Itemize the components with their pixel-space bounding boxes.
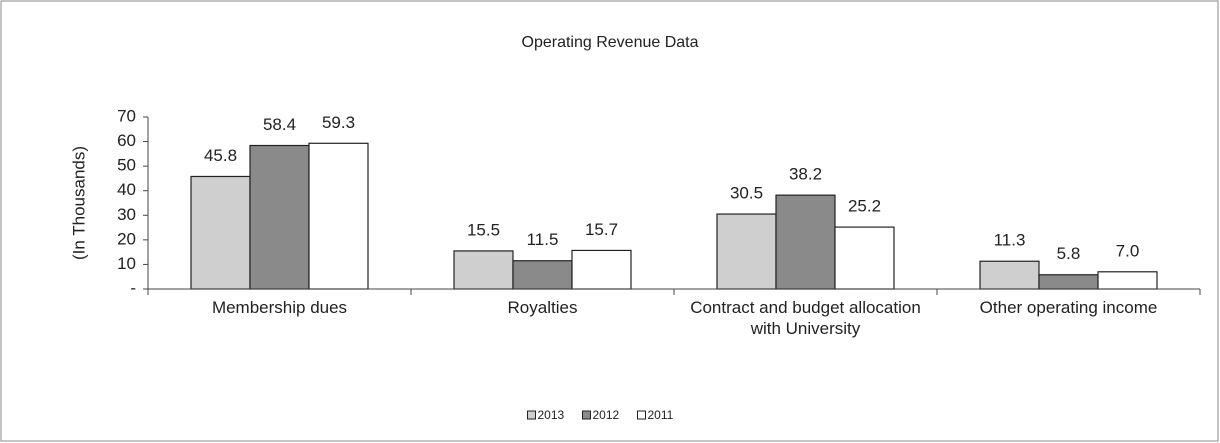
legend-swatch (637, 410, 646, 420)
bar (1038, 274, 1099, 290)
legend-swatch (582, 410, 591, 420)
bar (834, 226, 895, 290)
y-axis-label: (In Thousands) (69, 146, 88, 260)
bar (308, 142, 369, 290)
value-label: 30.5 (730, 184, 763, 203)
value-label: 45.8 (204, 146, 237, 165)
y-tick-label: 10 (117, 254, 136, 273)
y-tick-label: 40 (117, 180, 136, 199)
y-tick-label: 70 (117, 106, 136, 125)
y-tick-label: 20 (117, 229, 136, 248)
bar (1097, 271, 1158, 290)
y-tick-label: 60 (117, 131, 136, 150)
value-label: 11.3 (994, 231, 1026, 250)
bar (571, 249, 632, 290)
bar (716, 213, 777, 290)
x-tick-label: Other operating income (979, 298, 1158, 317)
bar (512, 260, 573, 290)
bar (979, 260, 1040, 290)
value-label: 15.7 (585, 220, 618, 239)
chart-title: Operating Revenue Data (522, 34, 699, 51)
value-label: 5.8 (1057, 244, 1081, 263)
legend-label: 2013 (538, 408, 565, 422)
bar (775, 194, 836, 290)
x-tick-label: Contract and budget allocation with Univ… (690, 298, 921, 338)
legend-label: 2011 (648, 408, 674, 422)
y-tick-label: - (130, 278, 136, 297)
value-label: 15.5 (467, 220, 500, 239)
value-label: 38.2 (789, 165, 822, 184)
value-label: 25.2 (848, 197, 881, 216)
x-tick-label: Membership dues (211, 298, 348, 317)
bar (249, 144, 310, 290)
bar (453, 250, 514, 290)
value-label: 7.0 (1116, 241, 1140, 260)
x-tick-label: Royalties (507, 298, 578, 317)
legend-label: 2012 (593, 408, 620, 422)
value-label: 59.3 (322, 113, 355, 132)
y-tick-label: 50 (117, 156, 136, 175)
y-tick-label: 30 (117, 205, 136, 224)
value-label: 58.4 (263, 115, 296, 134)
bar (190, 175, 251, 290)
legend-swatch (527, 410, 536, 420)
value-label: 11.5 (527, 230, 559, 249)
